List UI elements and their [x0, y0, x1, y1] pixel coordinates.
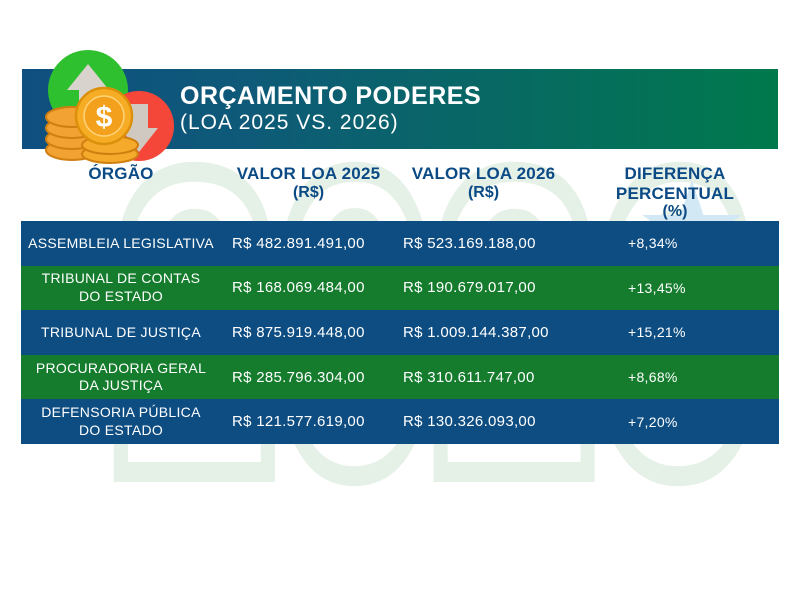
column-header-orgao: ÓRGÃO [21, 164, 221, 221]
budget-table: ASSEMBLEIA LEGISLATIVA R$ 482.891.491,00… [21, 221, 779, 444]
coins-arrows-icon: $ [45, 50, 174, 164]
column-header-label: VALOR LOA 2026 [411, 164, 556, 183]
orgao-cell: PROCURADORIA GERAL DA JUSTIÇA [35, 359, 207, 394]
valor-2025-cell: R$ 168.069.484,00 [232, 279, 365, 297]
svg-text:$: $ [96, 101, 113, 134]
column-header-valor-2025: VALOR LOA 2025 (R$) [221, 164, 396, 221]
valor-2026-cell: R$ 310.611.747,00 [403, 368, 535, 386]
column-header-unit: (R$) [467, 183, 500, 201]
table-row: PROCURADORIA GERAL DA JUSTIÇA R$ 285.796… [21, 354, 779, 400]
valor-2026-cell: R$ 130.326.093,00 [403, 413, 536, 431]
column-header-unit: (%) [662, 203, 688, 221]
valor-2026-cell: R$ 190.679.017,00 [403, 279, 536, 297]
column-header-label: ÓRGÃO [88, 164, 154, 183]
column-header-label: VALOR LOA 2025 [236, 164, 381, 183]
column-header-unit: (R$) [292, 183, 325, 201]
diferenca-cell: +15,21% [628, 324, 686, 341]
page-subtitle: (LOA 2025 VS. 2026) [180, 111, 399, 134]
table-row: TRIBUNAL DE CONTAS DO ESTADO R$ 168.069.… [21, 265, 779, 311]
orgao-cell: DEFENSORIA PÚBLICA DO ESTADO [41, 404, 201, 438]
page-title: ORÇAMENTO PODERES [180, 82, 482, 110]
diferenca-cell: +8,34% [628, 235, 678, 252]
column-header-valor-2026: VALOR LOA 2026 (R$) [396, 164, 571, 221]
column-header-label: DIFERENÇA PERCENTUAL [615, 164, 735, 203]
valor-2025-cell: R$ 482.891.491,00 [232, 234, 365, 252]
diferenca-cell: +8,68% [628, 369, 678, 386]
orgao-cell: TRIBUNAL DE CONTAS DO ESTADO [41, 270, 201, 304]
orgao-cell: ASSEMBLEIA LEGISLATIVA [28, 234, 214, 251]
table-row: ASSEMBLEIA LEGISLATIVA R$ 482.891.491,00… [21, 221, 779, 266]
valor-2026-cell: R$ 1.009.144.387,00 [403, 323, 549, 341]
valor-2025-cell: R$ 121.577.619,00 [232, 413, 365, 431]
diferenca-cell: +7,20% [628, 413, 678, 430]
valor-2026-cell: R$ 523.169.188,00 [403, 234, 536, 252]
orgao-cell: TRIBUNAL DE JUSTIÇA [41, 323, 201, 340]
table-row: TRIBUNAL DE JUSTIÇA R$ 875.919.448,00 R$… [21, 310, 779, 355]
table-header-row: ÓRGÃO VALOR LOA 2025 (R$) VALOR LOA 2026… [21, 164, 779, 221]
valor-2025-cell: R$ 285.796.304,00 [232, 368, 365, 386]
diferenca-cell: +13,45% [628, 279, 686, 296]
table-row: DEFENSORIA PÚBLICA DO ESTADO R$ 121.577.… [21, 399, 779, 444]
valor-2025-cell: R$ 875.919.448,00 [232, 323, 365, 341]
column-header-diferenca: DIFERENÇA PERCENTUAL (%) [571, 164, 779, 221]
